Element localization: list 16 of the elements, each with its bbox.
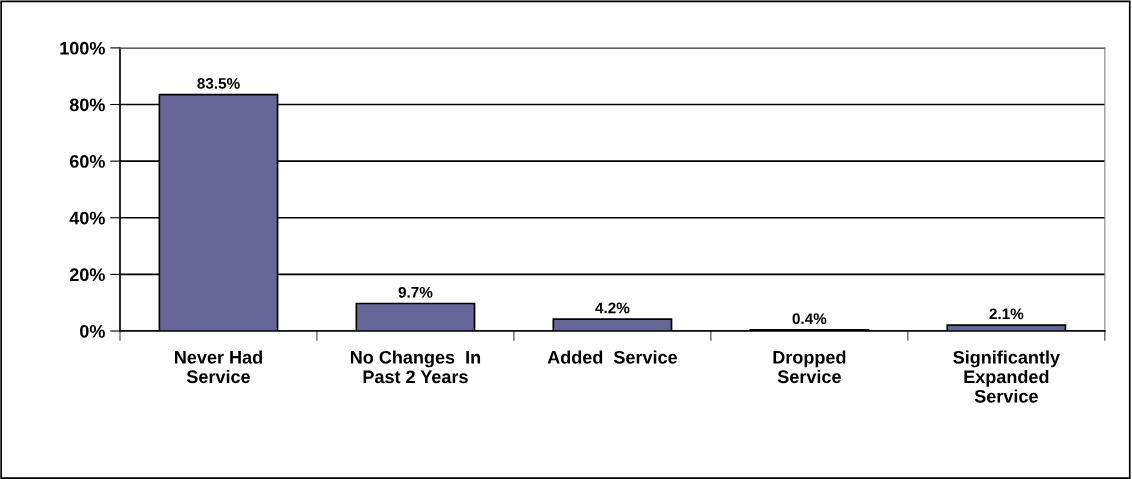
- y-tick-label: 0%: [80, 324, 105, 338]
- x-tick-label: Significantly Expanded Service: [953, 350, 1060, 403]
- y-tick-label: 80%: [69, 98, 105, 112]
- y-tick-label: 20%: [69, 268, 105, 282]
- x-tick-label: Never Had Service: [175, 350, 262, 384]
- data-label: 9.7%: [398, 286, 433, 298]
- x-tick-label: Added Service: [547, 350, 678, 364]
- data-label: 4.2%: [595, 302, 630, 314]
- data-label: 83.5%: [197, 77, 240, 89]
- y-tick-label: 100%: [60, 41, 105, 55]
- data-label: 2.1%: [989, 308, 1024, 320]
- y-tick-label: 60%: [69, 155, 105, 168]
- data-label: 0.4%: [792, 313, 827, 325]
- y-tick-label: 40%: [69, 211, 105, 225]
- x-tick-label: No Changes In Past 2 Years: [350, 350, 481, 384]
- x-tick-label: Dropped Service: [773, 350, 846, 384]
